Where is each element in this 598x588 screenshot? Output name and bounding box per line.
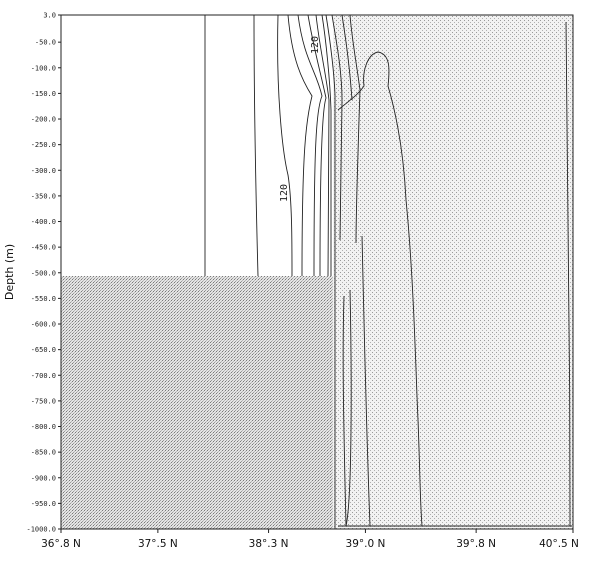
x-tick-label: 36°.8 N [41, 538, 81, 550]
y-tick-label: -650.0 [31, 346, 56, 354]
contour-label: 120 [279, 184, 290, 202]
y-tick-label: 3.0 [43, 12, 56, 20]
x-tick-labels: 36°.8 N 37°.5 N 38°.3 N 39°.0 N 39°.8 N 40°.5… [41, 529, 579, 550]
stippled-zone [333, 15, 573, 529]
y-tick-label: -800.0 [31, 423, 56, 431]
y-tick-label: -500.0 [31, 269, 56, 277]
y-tick-labels: 3.0 -50.0 -100.0 -150.0 -200.0 -250.0 -300.0 -3… [26, 12, 61, 534]
y-axis-label: Depth (m) [3, 244, 16, 300]
y-tick-label: -750.0 [31, 397, 56, 405]
y-tick-label: -700.0 [31, 372, 56, 380]
y-tick-label: -600.0 [31, 321, 56, 329]
contour-lines [204, 14, 572, 529]
y-tick-label: -100.0 [31, 64, 56, 72]
y-tick-label: -50.0 [35, 39, 56, 47]
y-tick-label: -850.0 [31, 449, 56, 457]
x-tick-label: 39°.0 N [346, 538, 386, 550]
y-tick-label: -450.0 [31, 244, 56, 252]
seafloor-region [61, 276, 333, 529]
y-tick-label: -250.0 [31, 141, 56, 149]
contour-label: 120 [310, 36, 321, 54]
y-tick-label: -200.0 [31, 116, 56, 124]
y-tick-label: -300.0 [31, 167, 56, 175]
x-tick-label: 39°.8 N [456, 538, 496, 550]
y-tick-label: -150.0 [31, 90, 56, 98]
x-tick-label: 40°.5 N [539, 538, 579, 550]
y-tick-label: -1000.0 [26, 526, 56, 534]
y-tick-label: -950.0 [31, 500, 56, 508]
y-tick-label: -900.0 [31, 474, 56, 482]
y-tick-label: -400.0 [31, 218, 56, 226]
x-tick-label: 38°.3 N [249, 538, 289, 550]
y-tick-label: -550.0 [31, 295, 56, 303]
y-tick-label: -350.0 [31, 192, 56, 200]
x-tick-label: 37°.5 N [138, 538, 178, 550]
